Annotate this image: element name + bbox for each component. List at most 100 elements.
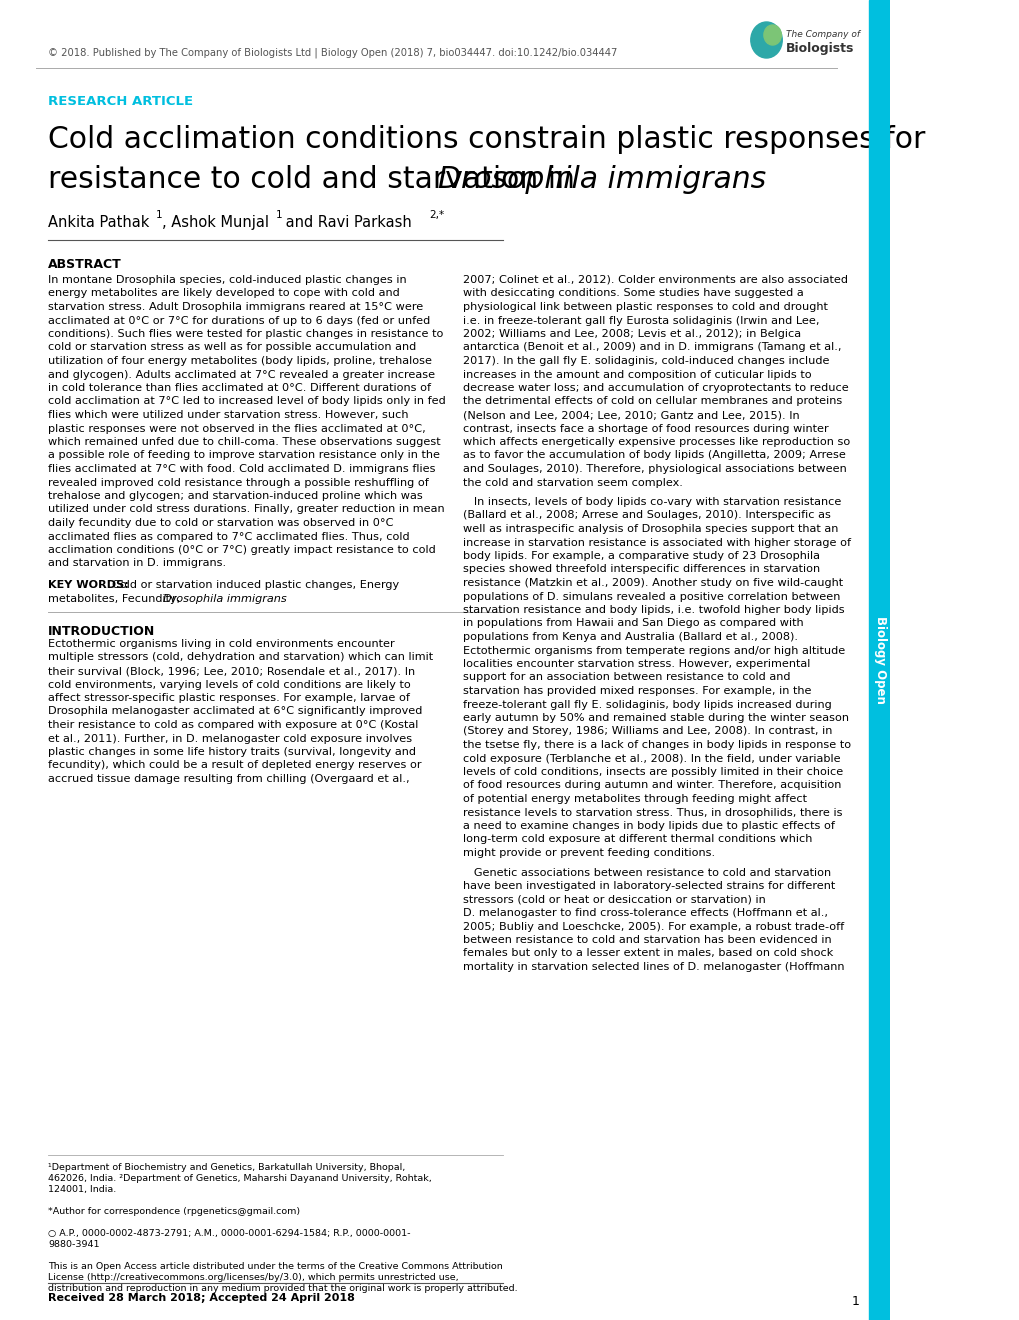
Text: License (http://creativecommons.org/licenses/by/3.0), which permits unrestricted: License (http://creativecommons.org/lice… bbox=[48, 1272, 459, 1282]
Text: Ankita Pathak: Ankita Pathak bbox=[48, 215, 149, 230]
Text: antarctica (Benoit et al., 2009) and in D. immigrans (Tamang et al.,: antarctica (Benoit et al., 2009) and in … bbox=[463, 342, 841, 352]
Text: et al., 2011). Further, in D. melanogaster cold exposure involves: et al., 2011). Further, in D. melanogast… bbox=[48, 734, 412, 743]
Text: species showed threefold interspecific differences in starvation: species showed threefold interspecific d… bbox=[463, 565, 819, 574]
Text: levels of cold conditions, insects are possibly limited in their choice: levels of cold conditions, insects are p… bbox=[463, 767, 842, 777]
Text: and starvation in D. immigrans.: and starvation in D. immigrans. bbox=[48, 558, 226, 569]
Text: their resistance to cold as compared with exposure at 0°C (Kostal: their resistance to cold as compared wit… bbox=[48, 719, 418, 730]
Text: contrast, insects face a shortage of food resources during winter: contrast, insects face a shortage of foo… bbox=[463, 424, 827, 433]
Text: daily fecundity due to cold or starvation was observed in 0°C: daily fecundity due to cold or starvatio… bbox=[48, 517, 393, 528]
Text: Ectothermic organisms from temperate regions and/or high altitude: Ectothermic organisms from temperate reg… bbox=[463, 645, 844, 656]
Text: 9880-3941: 9880-3941 bbox=[48, 1239, 100, 1249]
Text: © 2018. Published by The Company of Biologists Ltd | Biology Open (2018) 7, bio0: © 2018. Published by The Company of Biol… bbox=[48, 48, 616, 58]
Text: a possible role of feeding to improve starvation resistance only in the: a possible role of feeding to improve st… bbox=[48, 450, 439, 461]
Text: revealed improved cold resistance through a possible reshuffling of: revealed improved cold resistance throug… bbox=[48, 478, 428, 487]
Text: mortality in starvation selected lines of D. melanogaster (Hoffmann: mortality in starvation selected lines o… bbox=[463, 962, 844, 972]
Text: 2017). In the gall fly E. solidaginis, cold-induced changes include: 2017). In the gall fly E. solidaginis, c… bbox=[463, 356, 828, 366]
Text: utilized under cold stress durations. Finally, greater reduction in mean: utilized under cold stress durations. Fi… bbox=[48, 504, 444, 515]
Text: 2007; Colinet et al., 2012). Colder environments are also associated: 2007; Colinet et al., 2012). Colder envi… bbox=[463, 275, 847, 285]
Text: in cold tolerance than flies acclimated at 0°C. Different durations of: in cold tolerance than flies acclimated … bbox=[48, 383, 431, 393]
Text: KEY WORDS:: KEY WORDS: bbox=[48, 579, 132, 590]
Text: accrued tissue damage resulting from chilling (Overgaard et al.,: accrued tissue damage resulting from chi… bbox=[48, 774, 410, 784]
Text: Drosophila immigrans: Drosophila immigrans bbox=[163, 594, 286, 603]
Text: ¹Department of Biochemistry and Genetics, Barkatullah University, Bhopal,: ¹Department of Biochemistry and Genetics… bbox=[48, 1163, 405, 1172]
Text: energy metabolites are likely developed to cope with cold and: energy metabolites are likely developed … bbox=[48, 289, 399, 298]
Text: acclimation conditions (0°C or 7°C) greatly impact resistance to cold: acclimation conditions (0°C or 7°C) grea… bbox=[48, 545, 435, 554]
Text: support for an association between resistance to cold and: support for an association between resis… bbox=[463, 672, 790, 682]
Text: localities encounter starvation stress. However, experimental: localities encounter starvation stress. … bbox=[463, 659, 809, 669]
Text: (Ballard et al., 2008; Arrese and Soulages, 2010). Interspecific as: (Ballard et al., 2008; Arrese and Soulag… bbox=[463, 511, 829, 520]
Bar bbox=[868, 0, 890, 1320]
Text: with desiccating conditions. Some studies have suggested a: with desiccating conditions. Some studie… bbox=[463, 289, 803, 298]
Text: cold exposure (Terblanche et al., 2008). In the field, under variable: cold exposure (Terblanche et al., 2008).… bbox=[463, 754, 840, 763]
Text: utilization of four energy metabolites (body lipids, proline, trehalose: utilization of four energy metabolites (… bbox=[48, 356, 432, 366]
Text: D. melanogaster to find cross-tolerance effects (Hoffmann et al.,: D. melanogaster to find cross-tolerance … bbox=[463, 908, 826, 917]
Text: and Soulages, 2010). Therefore, physiological associations between: and Soulages, 2010). Therefore, physiolo… bbox=[463, 465, 846, 474]
Text: trehalose and glycogen; and starvation-induced proline which was: trehalose and glycogen; and starvation-i… bbox=[48, 491, 422, 502]
Text: 124001, India.: 124001, India. bbox=[48, 1185, 116, 1195]
Text: 462026, India. ²Department of Genetics, Maharshi Dayanand University, Rohtak,: 462026, India. ²Department of Genetics, … bbox=[48, 1173, 431, 1183]
Text: which affects energetically expensive processes like reproduction so: which affects energetically expensive pr… bbox=[463, 437, 849, 447]
Text: between resistance to cold and starvation has been evidenced in: between resistance to cold and starvatio… bbox=[463, 935, 830, 945]
Text: their survival (Block, 1996; Lee, 2010; Rosendale et al., 2017). In: their survival (Block, 1996; Lee, 2010; … bbox=[48, 667, 415, 676]
Text: females but only to a lesser extent in males, based on cold shock: females but only to a lesser extent in m… bbox=[463, 949, 833, 958]
Text: conditions). Such flies were tested for plastic changes in resistance to: conditions). Such flies were tested for … bbox=[48, 329, 443, 339]
Text: INTRODUCTION: INTRODUCTION bbox=[48, 624, 155, 638]
Text: of potential energy metabolites through feeding might affect: of potential energy metabolites through … bbox=[463, 795, 806, 804]
Text: cold acclimation at 7°C led to increased level of body lipids only in fed: cold acclimation at 7°C led to increased… bbox=[48, 396, 445, 407]
Text: ○ A.P., 0000-0002-4873-2791; A.M., 0000-0001-6294-1584; R.P., 0000-0001-: ○ A.P., 0000-0002-4873-2791; A.M., 0000-… bbox=[48, 1229, 410, 1238]
Text: acclimated flies as compared to 7°C acclimated flies. Thus, cold: acclimated flies as compared to 7°C accl… bbox=[48, 532, 410, 541]
Text: cold environments, varying levels of cold conditions are likely to: cold environments, varying levels of col… bbox=[48, 680, 411, 689]
Text: The Company of: The Company of bbox=[785, 30, 859, 40]
Text: and Ravi Parkash: and Ravi Parkash bbox=[281, 215, 412, 230]
Text: 2005; Bubliy and Loeschcke, 2005). For example, a robust trade-off: 2005; Bubliy and Loeschcke, 2005). For e… bbox=[463, 921, 843, 932]
Text: increases in the amount and composition of cuticular lipids to: increases in the amount and composition … bbox=[463, 370, 810, 380]
Text: (Storey and Storey, 1986; Williams and Lee, 2008). In contrast, in: (Storey and Storey, 1986; Williams and L… bbox=[463, 726, 832, 737]
Circle shape bbox=[750, 22, 782, 58]
Text: of food resources during autumn and winter. Therefore, acquisition: of food resources during autumn and wint… bbox=[463, 780, 841, 791]
Text: stressors (cold or heat or desiccation or starvation) in: stressors (cold or heat or desiccation o… bbox=[463, 895, 764, 904]
Text: cold or starvation stress as well as for possible accumulation and: cold or starvation stress as well as for… bbox=[48, 342, 416, 352]
Text: physiological link between plastic responses to cold and drought: physiological link between plastic respo… bbox=[463, 302, 826, 312]
Text: long-term cold exposure at different thermal conditions which: long-term cold exposure at different the… bbox=[463, 834, 811, 845]
Text: a need to examine changes in body lipids due to plastic effects of: a need to examine changes in body lipids… bbox=[463, 821, 834, 832]
Text: as to favor the accumulation of body lipids (Angilletta, 2009; Arrese: as to favor the accumulation of body lip… bbox=[463, 450, 845, 461]
Text: Ectothermic organisms living in cold environments encounter: Ectothermic organisms living in cold env… bbox=[48, 639, 394, 649]
Text: multiple stressors (cold, dehydration and starvation) which can limit: multiple stressors (cold, dehydration an… bbox=[48, 652, 433, 663]
Text: 1: 1 bbox=[275, 210, 282, 220]
Text: the cold and starvation seem complex.: the cold and starvation seem complex. bbox=[463, 478, 682, 487]
Text: This is an Open Access article distributed under the terms of the Creative Commo: This is an Open Access article distribut… bbox=[48, 1262, 502, 1271]
Text: increase in starvation resistance is associated with higher storage of: increase in starvation resistance is ass… bbox=[463, 537, 850, 548]
Text: well as intraspecific analysis of Drosophila species support that an: well as intraspecific analysis of Drosop… bbox=[463, 524, 838, 535]
Text: starvation stress. Adult Drosophila immigrans reared at 15°C were: starvation stress. Adult Drosophila immi… bbox=[48, 302, 423, 312]
Text: , Ashok Munjal: , Ashok Munjal bbox=[161, 215, 268, 230]
Text: metabolites, Fecundity,: metabolites, Fecundity, bbox=[48, 594, 183, 603]
Text: i.e. in freeze-tolerant gall fly Eurosta solidaginis (Irwin and Lee,: i.e. in freeze-tolerant gall fly Eurosta… bbox=[463, 315, 818, 326]
Text: In montane Drosophila species, cold-induced plastic changes in: In montane Drosophila species, cold-indu… bbox=[48, 275, 407, 285]
Text: *Author for correspondence (rpgenetics@gmail.com): *Author for correspondence (rpgenetics@g… bbox=[48, 1206, 300, 1216]
Text: resistance (Matzkin et al., 2009). Another study on five wild-caught: resistance (Matzkin et al., 2009). Anoth… bbox=[463, 578, 842, 587]
Text: Cold acclimation conditions constrain plastic responses for: Cold acclimation conditions constrain pl… bbox=[48, 125, 924, 154]
Text: Drosophila melanogaster acclimated at 6°C significantly improved: Drosophila melanogaster acclimated at 6°… bbox=[48, 706, 422, 717]
Text: starvation resistance and body lipids, i.e. twofold higher body lipids: starvation resistance and body lipids, i… bbox=[463, 605, 844, 615]
Text: Genetic associations between resistance to cold and starvation: Genetic associations between resistance … bbox=[463, 867, 830, 878]
Text: resistance to cold and starvation in: resistance to cold and starvation in bbox=[48, 165, 584, 194]
Text: populations from Kenya and Australia (Ballard et al., 2008).: populations from Kenya and Australia (Ba… bbox=[463, 632, 797, 642]
Text: plastic changes in some life history traits (survival, longevity and: plastic changes in some life history tra… bbox=[48, 747, 416, 756]
Text: 2,*: 2,* bbox=[429, 210, 444, 220]
Text: in populations from Hawaii and San Diego as compared with: in populations from Hawaii and San Diego… bbox=[463, 619, 803, 628]
Text: flies acclimated at 7°C with food. Cold acclimated D. immigrans flies: flies acclimated at 7°C with food. Cold … bbox=[48, 465, 435, 474]
Text: fecundity), which could be a result of depleted energy reserves or: fecundity), which could be a result of d… bbox=[48, 760, 421, 771]
Text: acclimated at 0°C or 7°C for durations of up to 6 days (fed or unfed: acclimated at 0°C or 7°C for durations o… bbox=[48, 315, 430, 326]
Text: affect stressor-specific plastic responses. For example, larvae of: affect stressor-specific plastic respons… bbox=[48, 693, 410, 704]
Text: early autumn by 50% and remained stable during the winter season: early autumn by 50% and remained stable … bbox=[463, 713, 848, 723]
Text: might provide or prevent feeding conditions.: might provide or prevent feeding conditi… bbox=[463, 847, 714, 858]
Text: RESEARCH ARTICLE: RESEARCH ARTICLE bbox=[48, 95, 193, 108]
Text: 1: 1 bbox=[851, 1295, 859, 1308]
Text: 2002; Williams and Lee, 2008; Levis et al., 2012); in Belgica: 2002; Williams and Lee, 2008; Levis et a… bbox=[463, 329, 800, 339]
Text: ABSTRACT: ABSTRACT bbox=[48, 257, 121, 271]
Text: body lipids. For example, a comparative study of 23 Drosophila: body lipids. For example, a comparative … bbox=[463, 550, 819, 561]
Text: Drosophila immigrans: Drosophila immigrans bbox=[438, 165, 765, 194]
Text: the detrimental effects of cold on cellular membranes and proteins: the detrimental effects of cold on cellu… bbox=[463, 396, 841, 407]
Text: distribution and reproduction in any medium provided that the original work is p: distribution and reproduction in any med… bbox=[48, 1284, 517, 1294]
Text: decrease water loss; and accumulation of cryoprotectants to reduce: decrease water loss; and accumulation of… bbox=[463, 383, 848, 393]
